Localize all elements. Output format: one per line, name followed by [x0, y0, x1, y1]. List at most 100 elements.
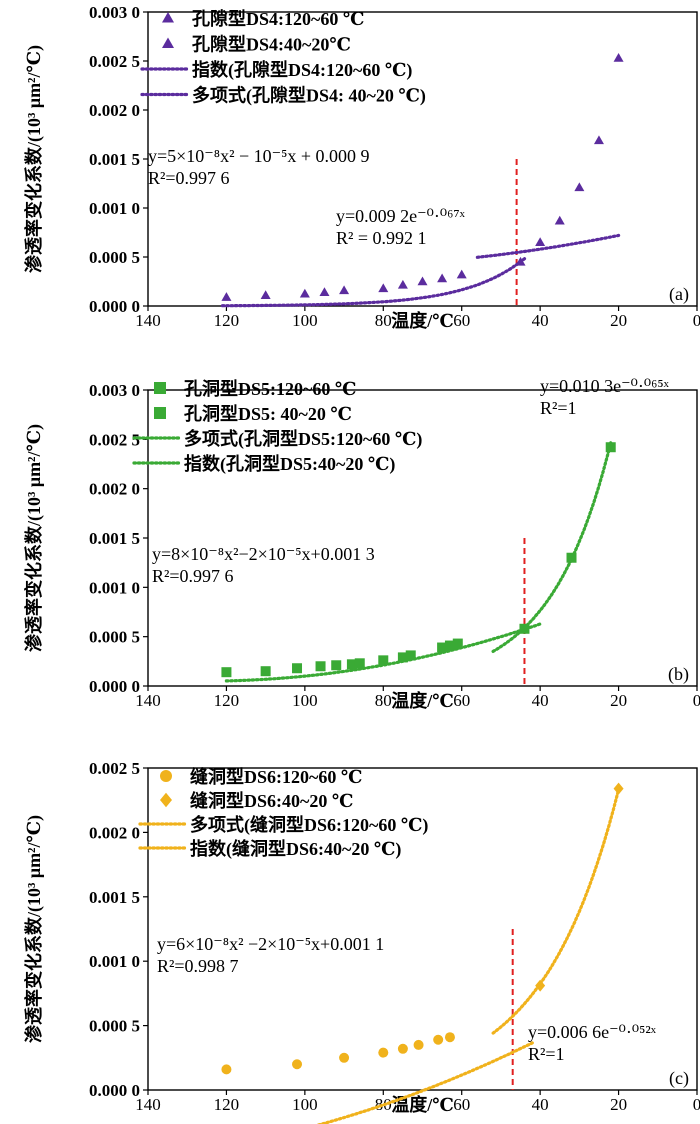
data-point: [299, 288, 310, 298]
data-point: [397, 279, 408, 289]
equation-annotation: y=0.006 6e⁻⁰·⁰⁵²ˣ: [528, 1022, 657, 1042]
y-axis-label: 渗透率变化系数/(10³ μm²/℃): [23, 815, 45, 1043]
chart-panel-b: 140 120 100 80 60 40 20 0 0.000 0 0.000 5 0.001 0 0…: [23, 376, 700, 711]
r-squared-annotation: R²=1: [528, 1044, 565, 1064]
chart-panel-c: 140 120 100 80 60 40 20 00.000 00.000 50.001 00…: [23, 759, 700, 1124]
x-tick-label: 20: [610, 691, 627, 710]
data-point: [346, 659, 357, 670]
data-point: [405, 650, 416, 661]
data-point: [315, 661, 326, 672]
data-point: [437, 642, 448, 653]
y-tick-label: 0.001 0: [89, 952, 140, 971]
x-axis-label: 温度/℃: [391, 310, 454, 331]
data-point: [339, 1052, 350, 1063]
data-point: [554, 215, 565, 225]
data-point: [221, 667, 232, 678]
r-squared-annotation: R²=0.997 6: [148, 168, 230, 188]
equation-annotation: y=0.009 2e⁻⁰·⁰⁶⁷ˣ: [336, 206, 466, 226]
fit-line-2: [220, 257, 527, 308]
y-axis-label: 渗透率变化系数/(10³ μm²/℃): [23, 424, 45, 652]
panel-label: (b): [668, 664, 689, 685]
x-tick-label: 20: [610, 1095, 627, 1114]
legend-label: 指数(缝洞型DS6:40~20 ℃): [190, 838, 401, 860]
x-tick-label: 40: [532, 311, 549, 330]
equation-annotation: y=5×10⁻⁸x² − 10⁻⁵x + 0.000 9: [148, 146, 370, 166]
y-tick-label: 0.000 0: [89, 677, 140, 696]
data-point: [260, 290, 271, 299]
y-tick-label: 0.001 0: [89, 578, 140, 597]
y-tick-label: 0.000 5: [89, 1017, 140, 1036]
data-point: [378, 283, 389, 293]
data-point: [444, 1032, 455, 1043]
data-point: [515, 256, 526, 266]
data-point: [378, 655, 389, 666]
x-tick-label: 60: [453, 1095, 470, 1114]
legend-marker-swatch: [154, 407, 166, 419]
x-tick-label: 80: [375, 311, 392, 330]
y-tick-label: 0.002 5: [89, 430, 140, 449]
chart-panel-a: 140 120 100 80 60 40 20 0 0.000 0 0.000 5 0.001 0 0…: [23, 3, 700, 331]
legend-label: 孔隙型DS4:40~20℃: [192, 34, 351, 55]
y-tick-label: 0.002 5: [89, 759, 140, 778]
data-point: [417, 276, 428, 286]
y-tick-label: 0.002 0: [89, 823, 140, 842]
y-tick-label: 0.000 0: [89, 1081, 140, 1100]
r-squared-annotation: R²=1: [540, 398, 577, 418]
fit-line-3: [491, 441, 613, 654]
data-point: [354, 658, 365, 669]
y-tick-label: 0.003 0: [89, 3, 140, 22]
data-point: [605, 442, 616, 453]
legend-marker-swatch: [160, 792, 172, 808]
y-tick-label: 0.000 5: [89, 248, 140, 267]
legend-marker-swatch: [162, 12, 174, 23]
equation-annotation: y=0.010 3e⁻⁰·⁰⁶⁵ˣ: [540, 376, 670, 396]
data-point: [413, 1039, 424, 1050]
x-tick-label: 0: [693, 1095, 700, 1114]
data-point: [339, 285, 350, 295]
legend-marker-swatch: [154, 382, 166, 394]
fit-line-2: [315, 1041, 534, 1124]
legend-label: 多项式(孔洞型DS5:120~60 ℃): [184, 428, 422, 450]
data-point: [613, 782, 624, 795]
data-point: [319, 287, 330, 297]
y-tick-label: 0.002 0: [89, 480, 140, 499]
legend-label: 指数(孔洞型DS5:40~20 ℃): [184, 453, 395, 475]
data-point: [437, 273, 448, 283]
data-point: [378, 1047, 389, 1058]
x-axis-label: 温度/℃: [391, 1094, 454, 1115]
x-tick-label: 140: [135, 311, 161, 330]
y-axis-label: 渗透率变化系数/(10³ μm²/℃): [23, 45, 45, 273]
legend-label: 指数(孔隙型DS4:120~60 ℃): [192, 59, 412, 81]
x-tick-label: 0: [693, 311, 700, 330]
y-tick-label: 0.003 0: [89, 381, 140, 400]
legend-label: 多项式(缝洞型DS6:120~60 ℃): [190, 814, 428, 836]
y-tick-label: 0.001 5: [89, 529, 140, 548]
data-point: [613, 53, 624, 62]
x-tick-label: 0: [693, 691, 700, 710]
legend-label: 多项式(孔隙型DS4: 40~20 ℃): [192, 85, 426, 107]
panel-label: (a): [669, 284, 689, 305]
legend-marker-swatch: [160, 770, 172, 782]
x-tick-label: 80: [375, 691, 392, 710]
y-tick-label: 0.001 5: [89, 150, 140, 169]
equation-annotation: y=6×10⁻⁸x² −2×10⁻⁵x+0.001 1: [157, 934, 384, 954]
legend-label: 孔洞型DS5: 40~20 ℃: [184, 403, 352, 424]
x-tick-label: 120: [214, 1095, 240, 1114]
data-point: [260, 666, 271, 677]
legend-marker-swatch: [162, 37, 174, 48]
fit-line-3: [491, 787, 621, 1035]
data-point: [456, 269, 467, 279]
y-tick-label: 0.001 0: [89, 199, 140, 218]
x-tick-label: 40: [532, 691, 549, 710]
data-point: [221, 292, 232, 301]
data-point: [292, 1059, 303, 1070]
data-point: [535, 237, 546, 247]
data-point: [331, 660, 342, 671]
r-squared-annotation: R²=0.997 6: [152, 566, 234, 586]
data-point: [221, 1064, 232, 1075]
data-point: [452, 638, 463, 649]
x-tick-label: 120: [214, 691, 240, 710]
r-squared-annotation: R²=0.998 7: [157, 956, 239, 976]
panel-label: (c): [669, 1068, 689, 1089]
